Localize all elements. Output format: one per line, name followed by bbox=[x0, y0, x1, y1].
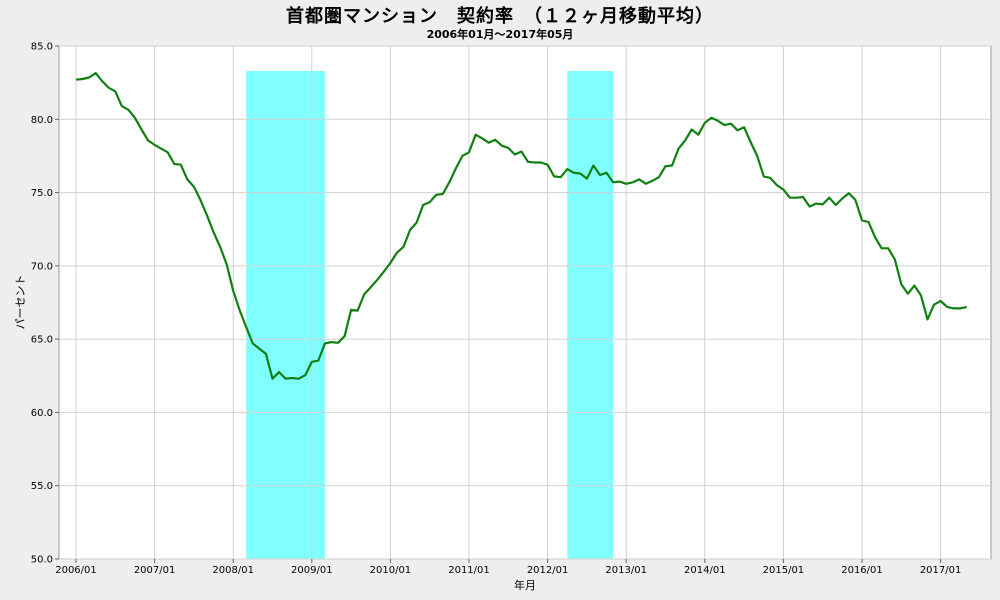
y-tick-label: 65.0 bbox=[31, 335, 53, 346]
y-tick-label: 85.0 bbox=[31, 42, 53, 53]
x-tick-label: 2011/01 bbox=[448, 565, 490, 576]
y-tick-label: 75.0 bbox=[31, 188, 53, 199]
x-tick-label: 2013/01 bbox=[605, 565, 647, 576]
x-tick-label: 2010/01 bbox=[370, 565, 412, 576]
grid-lines bbox=[59, 45, 991, 560]
y-tick-label: 60.0 bbox=[31, 408, 53, 419]
chart-title: 首都圏マンション 契約率 （１２ヶ月移動平均） bbox=[286, 6, 714, 27]
x-tick-label: 2016/01 bbox=[841, 565, 883, 576]
series-line bbox=[75, 72, 968, 380]
shaded-band-2 bbox=[567, 71, 614, 559]
y-tick-label: 50.0 bbox=[31, 555, 53, 566]
y-tick-label: 70.0 bbox=[31, 261, 53, 272]
plot-area bbox=[58, 45, 992, 560]
y-tick-label: 80.0 bbox=[31, 115, 53, 126]
x-tick-label: 2008/01 bbox=[212, 565, 254, 576]
x-tick-label: 2015/01 bbox=[763, 565, 805, 576]
x-tick-label: 2009/01 bbox=[291, 565, 333, 576]
y-axis-label: パーセント bbox=[14, 275, 27, 330]
y-tick-label: 55.0 bbox=[31, 481, 53, 492]
x-axis: 2006/01 2007/01 2008/01 2009/01 2010/01 2011/… bbox=[55, 559, 961, 576]
x-axis-label: 年月 bbox=[514, 578, 536, 592]
x-tick-label: 2006/01 bbox=[55, 565, 97, 576]
y-axis: 50.0 55.0 60.0 65.0 70.0 75.0 80.0 85.0 bbox=[31, 42, 59, 566]
chart-subtitle: 2006年01月～2017年05月 bbox=[426, 28, 574, 41]
x-tick-label: 2014/01 bbox=[684, 565, 726, 576]
x-tick-label: 2017/01 bbox=[920, 565, 962, 576]
x-tick-label: 2012/01 bbox=[527, 565, 569, 576]
x-tick-label: 2007/01 bbox=[134, 565, 176, 576]
